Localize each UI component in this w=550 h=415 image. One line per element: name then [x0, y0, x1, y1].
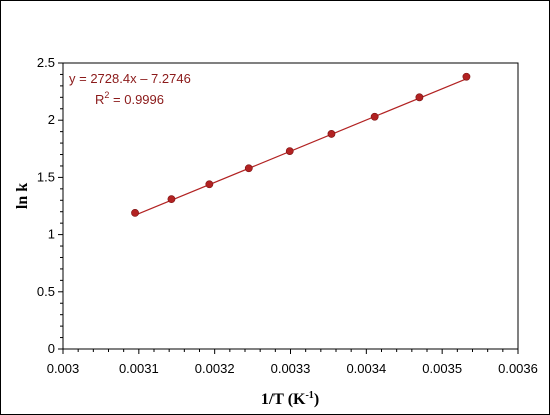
y-tick-label: 2.5: [37, 55, 55, 70]
x-axis-title: 1/T (K-1): [261, 390, 319, 408]
data-point: [415, 93, 424, 102]
data-point: [327, 130, 336, 138]
y-axis-title: ln k: [14, 183, 31, 209]
x-tick-label: 0.0033: [271, 361, 311, 376]
data-point: [131, 208, 139, 217]
r-squared: R2 = 0.9996: [95, 90, 164, 107]
y-tick-label: 0.5: [37, 284, 55, 299]
data-points: [131, 72, 471, 217]
x-tick-label: 0.003: [47, 361, 80, 376]
axis-ticks: 0.003 0.0031 0.0032 0.0033 0.0034 0.0035 0.003…: [37, 55, 538, 376]
data-point: [167, 195, 176, 204]
data-point: [370, 112, 379, 121]
data-point: [285, 147, 294, 155]
y-tick-label: 0: [48, 341, 55, 356]
x-tick-label: 0.0034: [346, 361, 386, 376]
x-tick-label: 0.0035: [422, 361, 462, 376]
data-point: [244, 164, 253, 173]
trendline-group: [134, 78, 467, 216]
y-tick-label: 1: [48, 227, 55, 242]
y-tick-label: 1.5: [37, 169, 55, 184]
x-tick-label: 0.0036: [498, 361, 538, 376]
data-point: [462, 72, 471, 81]
data-point: [205, 180, 214, 189]
regression-equation: y = 2728.4x – 7.2746: [69, 71, 191, 86]
trendline: [134, 78, 467, 216]
x-tick-label: 0.0032: [195, 361, 235, 376]
y-tick-label: 2: [48, 112, 55, 127]
x-tick-label: 0.0031: [119, 361, 159, 376]
